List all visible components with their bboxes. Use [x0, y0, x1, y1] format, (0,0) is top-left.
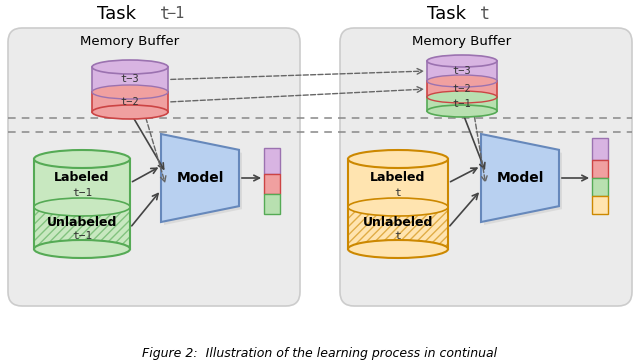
Polygon shape [161, 134, 239, 222]
Text: Labeled: Labeled [371, 171, 426, 184]
Polygon shape [348, 207, 448, 249]
Text: t−1: t−1 [452, 99, 472, 109]
Text: Task: Task [428, 5, 472, 23]
Polygon shape [92, 67, 168, 92]
Text: t−3: t−3 [452, 66, 472, 76]
Ellipse shape [92, 60, 168, 74]
FancyBboxPatch shape [8, 28, 300, 306]
Text: Unlabeled: Unlabeled [47, 217, 117, 229]
FancyBboxPatch shape [264, 194, 280, 214]
Polygon shape [92, 92, 168, 112]
Text: Task: Task [97, 5, 142, 23]
Text: t−1: t−1 [72, 187, 92, 198]
Text: t−3: t−3 [120, 75, 140, 84]
Ellipse shape [348, 240, 448, 258]
Ellipse shape [348, 150, 448, 168]
Text: t: t [480, 5, 490, 23]
FancyBboxPatch shape [592, 138, 608, 160]
Text: t: t [395, 232, 401, 241]
Text: t: t [395, 187, 401, 198]
Polygon shape [481, 134, 559, 222]
Text: Memory Buffer: Memory Buffer [81, 36, 180, 48]
Ellipse shape [427, 91, 497, 103]
Text: t−1: t−1 [72, 232, 92, 241]
Ellipse shape [34, 240, 130, 258]
Text: t: t [160, 5, 170, 23]
Polygon shape [427, 81, 497, 97]
Text: t−2: t−2 [120, 97, 140, 107]
Text: Unlabeled: Unlabeled [363, 217, 433, 229]
Text: Figure 2:  Illustration of the learning process in continual: Figure 2: Illustration of the learning p… [143, 348, 497, 360]
Text: −1: −1 [166, 7, 184, 21]
Ellipse shape [427, 75, 497, 87]
Polygon shape [34, 159, 130, 207]
FancyBboxPatch shape [264, 148, 280, 174]
Text: Labeled: Labeled [54, 171, 109, 184]
Ellipse shape [427, 105, 497, 117]
FancyBboxPatch shape [340, 28, 632, 306]
FancyBboxPatch shape [592, 160, 608, 178]
FancyBboxPatch shape [592, 196, 608, 214]
Polygon shape [427, 61, 497, 81]
Text: Model: Model [496, 171, 544, 185]
FancyBboxPatch shape [592, 178, 608, 196]
Ellipse shape [427, 55, 497, 67]
Polygon shape [484, 137, 562, 225]
Ellipse shape [34, 150, 130, 168]
Polygon shape [34, 207, 130, 249]
Polygon shape [348, 159, 448, 207]
FancyBboxPatch shape [264, 174, 280, 194]
Polygon shape [164, 137, 242, 225]
Text: Model: Model [176, 171, 224, 185]
Polygon shape [427, 97, 497, 111]
Ellipse shape [92, 85, 168, 99]
Ellipse shape [92, 105, 168, 119]
Ellipse shape [34, 198, 130, 216]
Text: t−2: t−2 [452, 84, 472, 94]
Text: Memory Buffer: Memory Buffer [412, 36, 511, 48]
Ellipse shape [348, 198, 448, 216]
